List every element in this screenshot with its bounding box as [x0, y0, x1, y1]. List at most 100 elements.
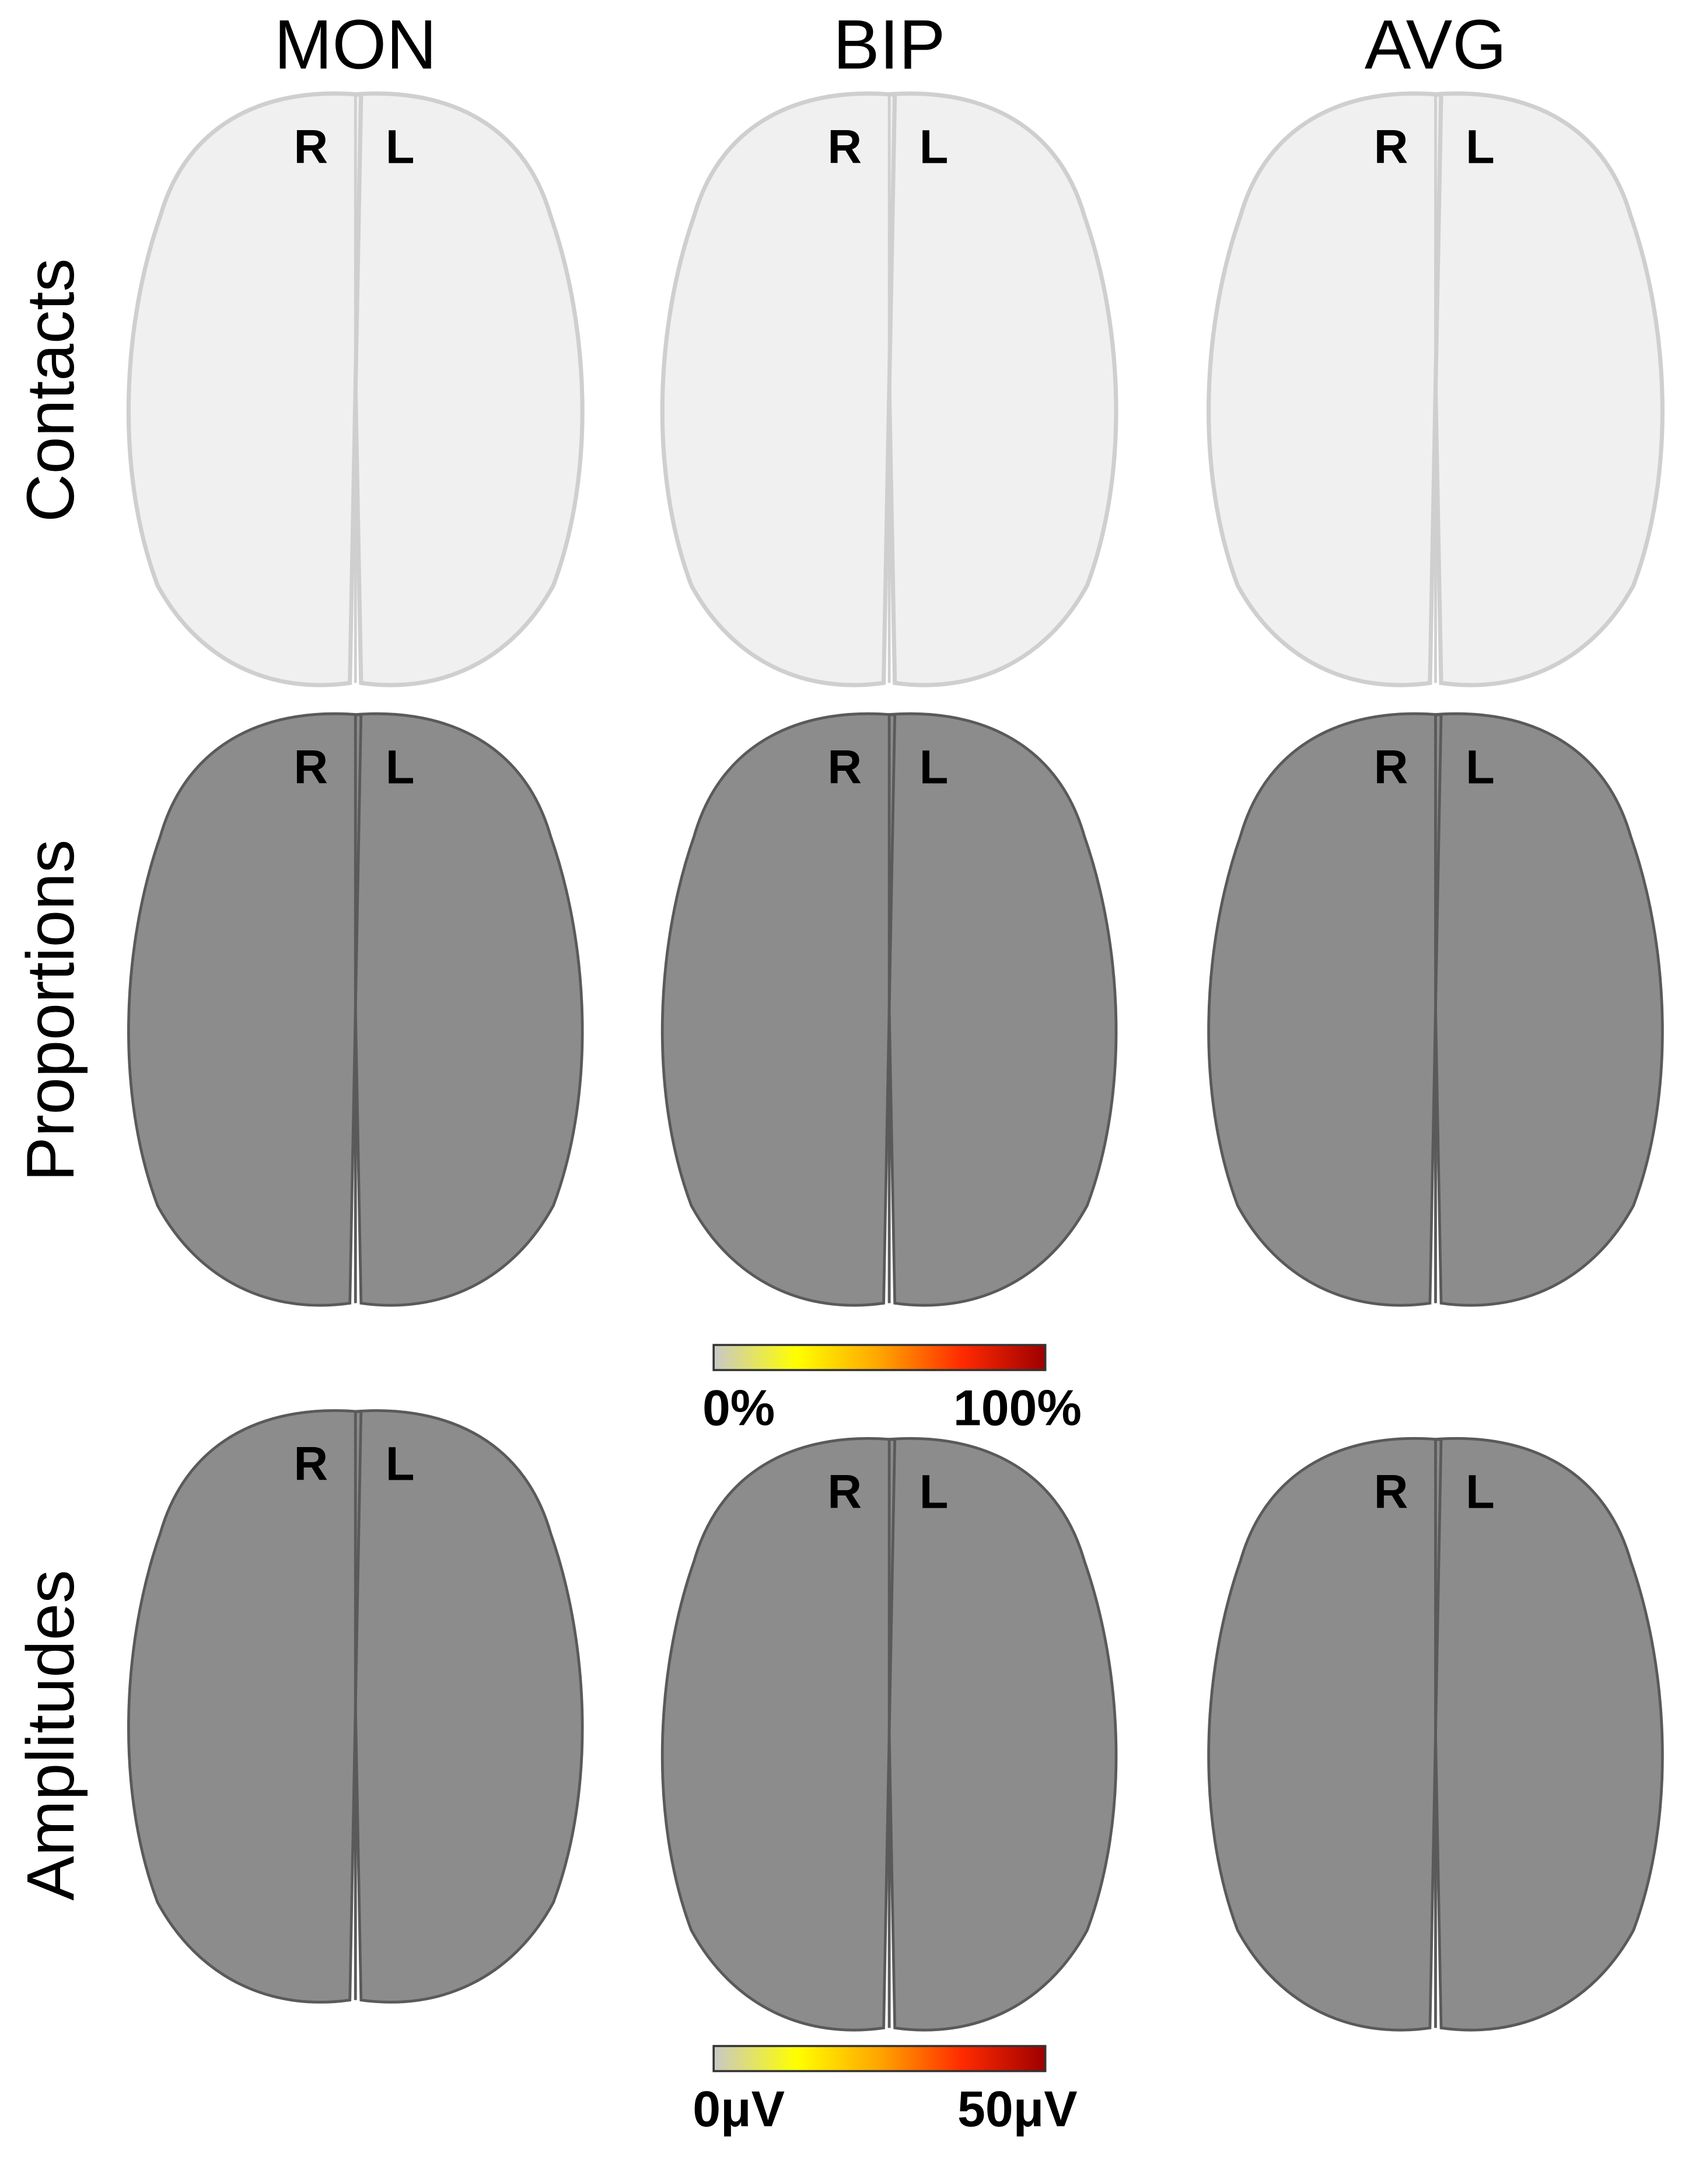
contact-dot	[684, 601, 696, 613]
hemisphere-label: L	[920, 1465, 949, 1518]
contact-dot	[697, 643, 708, 655]
contact-dot	[1063, 669, 1075, 680]
contact-dot	[547, 654, 558, 665]
contact-dot	[162, 635, 174, 647]
contact-dot	[1260, 668, 1272, 680]
contact-dot	[1034, 654, 1046, 666]
contact-dot	[1070, 656, 1082, 668]
contact-dot	[541, 607, 553, 619]
contact-dot	[715, 642, 726, 654]
hemisphere	[1428, 712, 1664, 1307]
contact-dot	[1630, 621, 1641, 633]
contact-dot	[1078, 645, 1090, 656]
contact-dot	[1066, 654, 1078, 666]
hemisphere-label: L	[1466, 740, 1495, 794]
hemisphere	[1207, 91, 1443, 687]
contact-dot	[757, 666, 769, 678]
contact-dot	[1249, 643, 1261, 655]
hemisphere	[1428, 91, 1665, 687]
hemisphere-label: R	[293, 740, 328, 794]
contact-dot	[1076, 607, 1088, 618]
hemisphere	[127, 712, 363, 1307]
contact-dot	[762, 668, 774, 680]
contact-dot	[162, 655, 173, 666]
contact-dot	[1271, 649, 1282, 661]
contact-dot	[523, 631, 534, 642]
contact-dot	[1077, 658, 1089, 669]
contact-dot	[1272, 670, 1284, 682]
hemisphere-label: L	[1466, 120, 1495, 173]
contact-dot	[1076, 613, 1088, 624]
contact-dot	[1553, 669, 1564, 681]
contact-dot	[1061, 625, 1073, 637]
colorbar-max-label: 100%	[953, 1380, 1082, 1436]
contact-dot	[687, 666, 698, 677]
hemisphere-label: L	[920, 120, 949, 173]
contact-dot	[166, 669, 177, 681]
contact-dot	[182, 669, 194, 681]
contact-dot	[209, 669, 221, 680]
contact-dot	[1275, 659, 1287, 671]
contact-dot	[1075, 627, 1087, 639]
contact-dot	[509, 651, 520, 662]
colorbar-max-label: 50μV	[957, 2081, 1078, 2137]
contact-dot	[161, 616, 173, 628]
contact-dot	[727, 644, 739, 656]
hemisphere	[660, 1437, 897, 2032]
hemisphere	[1428, 1437, 1664, 2032]
contact-dot	[1254, 650, 1266, 662]
colorbar-min-label: 0μV	[693, 2081, 785, 2137]
contact-dot	[1243, 668, 1254, 679]
hemisphere	[348, 91, 585, 687]
contact-dot	[1611, 644, 1623, 656]
contact-dot	[546, 639, 558, 651]
contact-dot	[704, 626, 715, 638]
contact-dot	[1065, 632, 1076, 644]
column-title: AVG	[1365, 6, 1506, 84]
contact-dot	[1064, 633, 1075, 645]
column-title: MON	[274, 6, 437, 84]
hemisphere-label: R	[293, 120, 328, 173]
column-title: BIP	[833, 6, 946, 84]
contact-dot	[715, 642, 727, 654]
hemisphere	[1207, 1437, 1443, 2032]
hemisphere	[881, 91, 1118, 687]
contact-dot	[1070, 637, 1082, 649]
contact-dot	[1078, 635, 1090, 647]
hemisphere	[660, 712, 897, 1307]
hemisphere-label: R	[1374, 1465, 1408, 1518]
hemisphere	[1207, 712, 1443, 1307]
contact-dot	[522, 666, 533, 677]
hemisphere	[126, 91, 363, 687]
contact-dot	[1310, 669, 1322, 680]
hemisphere	[882, 1437, 1118, 2032]
contact-dot	[721, 668, 733, 679]
colorbar	[712, 1344, 1047, 1371]
contact-dot	[1062, 641, 1074, 653]
hemisphere-label: R	[827, 120, 862, 173]
hemisphere	[348, 1409, 584, 2004]
contact-dot	[686, 599, 698, 611]
contact-dot	[1293, 665, 1305, 677]
row-label: Contacts	[13, 258, 88, 522]
contact-dot	[195, 666, 207, 678]
colorbar	[712, 2045, 1047, 2073]
contact-dot	[1252, 627, 1264, 639]
contact-dot	[541, 614, 553, 626]
contact-dot	[1228, 592, 1240, 604]
contact-dot	[547, 647, 558, 658]
contact-dot	[1278, 661, 1290, 672]
contact-dot	[530, 637, 541, 648]
contact-dot	[490, 658, 501, 669]
contact-dot	[198, 651, 209, 663]
contact-dot	[1624, 665, 1635, 676]
contact-dot	[688, 651, 700, 662]
contact-dot	[707, 634, 719, 645]
